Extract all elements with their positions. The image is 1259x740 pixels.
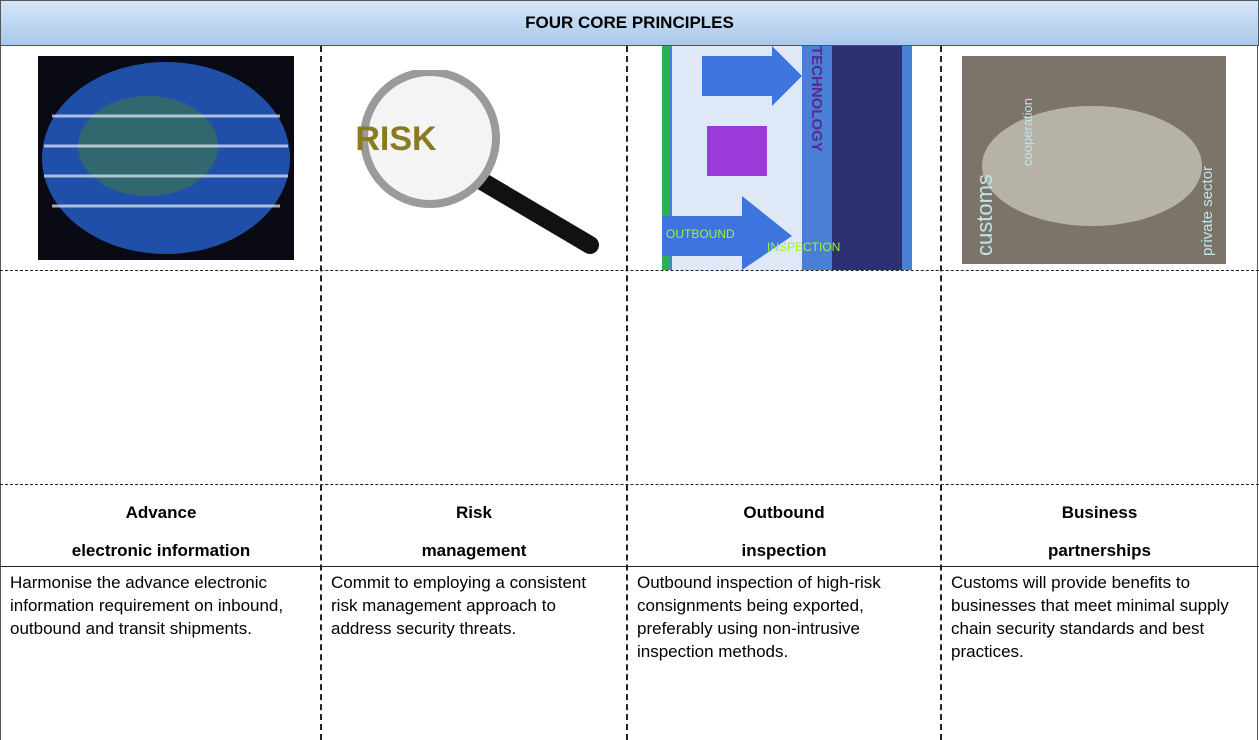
- image-text: OUTBOUND: [666, 227, 735, 241]
- column-description: Outbound inspection of high-risk consign…: [637, 573, 881, 661]
- image-text: customs: [972, 174, 997, 256]
- globe-image: [38, 56, 294, 260]
- column-description: Commit to employing a consistent risk ma…: [331, 573, 587, 638]
- divider: [0, 270, 1259, 271]
- image-text: INSPECTION: [767, 240, 840, 254]
- header-title: FOUR CORE PRINCIPLES: [0, 0, 1259, 46]
- column-heading: Outbound: [743, 503, 825, 522]
- divider: [0, 566, 1259, 567]
- column-heading: inspection: [741, 541, 827, 560]
- column-heading: Advance: [125, 503, 197, 522]
- column-heading: partnerships: [1048, 541, 1151, 560]
- divider: [320, 46, 322, 740]
- border: [0, 46, 1, 740]
- column-heading: Business: [1061, 503, 1138, 522]
- image-text: RISK: [355, 120, 437, 158]
- column-heading: management: [421, 541, 527, 560]
- divider: [626, 46, 628, 740]
- column-description: Customs will provide benefits to busines…: [951, 573, 1229, 661]
- image-text: cooperation: [1020, 98, 1035, 166]
- divider: [0, 484, 1259, 485]
- column-heading: Risk: [456, 503, 492, 522]
- image-text: private sector: [1199, 166, 1216, 256]
- technology-image: TECHNOLOGY OUTBOUND INSPECTION: [662, 46, 912, 270]
- column-description: Harmonise the advance electronic informa…: [10, 573, 284, 638]
- border: [1257, 46, 1258, 740]
- handshake-image: customs cooperation private sector: [962, 56, 1226, 264]
- image-text: TECHNOLOGY: [808, 46, 825, 152]
- divider: [940, 46, 942, 740]
- magnifier-image: RISK: [355, 70, 599, 254]
- column-heading: electronic information: [71, 541, 251, 560]
